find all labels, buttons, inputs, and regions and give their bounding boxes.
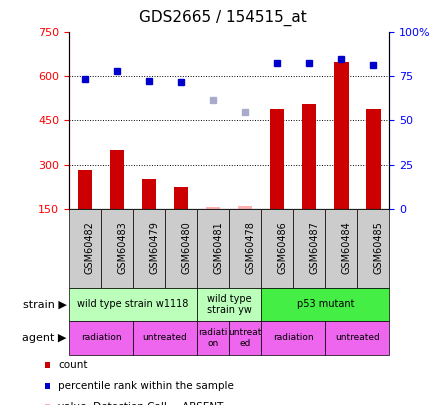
Text: untreated: untreated: [335, 333, 380, 343]
Text: wild type
strain yw: wild type strain yw: [207, 294, 251, 315]
Bar: [238, 206, 252, 209]
Text: p53 mutant: p53 mutant: [296, 299, 354, 309]
Text: radiation: radiation: [81, 333, 121, 343]
Text: untreat
ed: untreat ed: [229, 328, 262, 347]
Bar: [110, 150, 124, 209]
Text: count: count: [58, 360, 88, 370]
Text: GSM60479: GSM60479: [149, 222, 159, 275]
Bar: [302, 104, 316, 209]
Text: GDS2665 / 154515_at: GDS2665 / 154515_at: [139, 10, 306, 26]
Bar: [334, 62, 348, 209]
Text: GSM60483: GSM60483: [117, 222, 127, 275]
Text: value, Detection Call = ABSENT: value, Detection Call = ABSENT: [58, 402, 224, 405]
Bar: [206, 207, 220, 209]
Text: untreated: untreated: [143, 333, 187, 343]
Bar: [366, 109, 380, 209]
Text: GSM60480: GSM60480: [181, 222, 191, 275]
Text: GSM60481: GSM60481: [213, 222, 223, 275]
Text: agent ▶: agent ▶: [22, 333, 67, 343]
Text: GSM60484: GSM60484: [341, 222, 351, 275]
Text: GSM60485: GSM60485: [373, 222, 383, 275]
Text: percentile rank within the sample: percentile rank within the sample: [58, 381, 234, 391]
Text: GSM60482: GSM60482: [85, 222, 95, 275]
Bar: [142, 179, 156, 209]
Text: radiation: radiation: [273, 333, 314, 343]
Text: strain ▶: strain ▶: [23, 299, 67, 309]
Text: radiati
on: radiati on: [198, 328, 228, 347]
Bar: [174, 187, 188, 209]
Bar: [270, 109, 284, 209]
Text: GSM60478: GSM60478: [245, 222, 255, 275]
Bar: [78, 171, 92, 209]
Text: GSM60486: GSM60486: [277, 222, 287, 275]
Text: wild type strain w1118: wild type strain w1118: [77, 299, 189, 309]
Text: GSM60487: GSM60487: [309, 222, 319, 275]
